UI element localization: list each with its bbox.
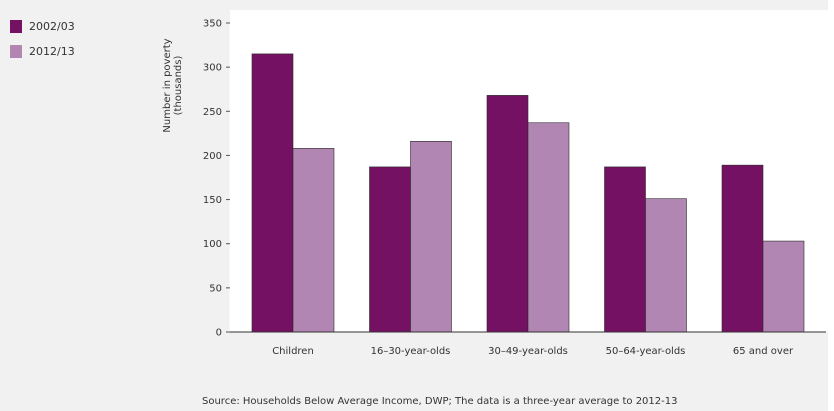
- bar-1-1: [251, 53, 294, 333]
- x-category-label: 16–30-year-olds: [371, 346, 451, 357]
- bar-2-4: [645, 198, 687, 333]
- x-category-label: 30–49-year-olds: [488, 346, 568, 357]
- bar-2-1: [292, 148, 335, 333]
- bar-1-5: [721, 164, 764, 333]
- bar-chart: 0 50 100 150 200 250 300 350 Number in poverty(t…: [162, 10, 828, 357]
- y-axis-title-line: (thousands): [173, 56, 184, 116]
- bar-1-4: [604, 166, 646, 333]
- y-tick-label: 250: [203, 107, 222, 118]
- legend-swatch-series-2: [10, 44, 22, 58]
- bar-1-3: [486, 95, 529, 333]
- legend: 2002/03 2012/13: [10, 18, 75, 68]
- y-tick-label: 50: [209, 283, 222, 294]
- y-tick-label: 200: [203, 151, 222, 162]
- legend-item-series-1: 2002/03: [10, 18, 75, 34]
- y-tick-label: 100: [203, 239, 222, 250]
- legend-label-series-2: 2012/13: [29, 44, 75, 58]
- bar-2-3: [527, 122, 570, 333]
- legend-item-series-2: 2012/13: [10, 43, 75, 59]
- x-category-label: Children: [272, 346, 314, 357]
- y-axis-title: Number in poverty(thousands): [162, 38, 184, 132]
- y-tick-label: 150: [203, 195, 222, 206]
- y-tick-label: 350: [203, 19, 222, 30]
- source-note: Source: Households Below Average Income,…: [202, 396, 678, 407]
- y-tick-label: 300: [203, 63, 222, 74]
- x-category-label: 65 and over: [733, 346, 794, 357]
- x-category-label: 50–64-year-olds: [606, 346, 686, 357]
- bar-2-5: [762, 240, 805, 333]
- y-axis-title-line: Number in poverty: [162, 38, 173, 132]
- legend-swatch-series-1: [10, 19, 22, 33]
- y-tick-label: 0: [216, 328, 222, 339]
- bar-2-2: [410, 141, 452, 333]
- bar-1-2: [369, 166, 411, 333]
- legend-label-series-1: 2002/03: [29, 19, 75, 33]
